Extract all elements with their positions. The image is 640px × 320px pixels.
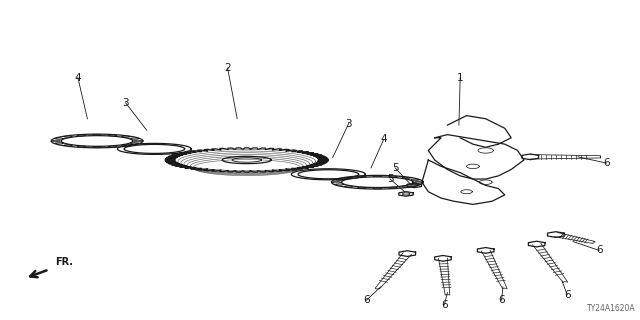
Text: 4: 4 — [74, 73, 81, 83]
Text: 6: 6 — [604, 158, 610, 168]
Text: 5: 5 — [392, 163, 399, 173]
Text: FR.: FR. — [56, 257, 74, 267]
Text: 1: 1 — [457, 73, 463, 83]
Text: 6: 6 — [564, 290, 570, 300]
Text: 6: 6 — [441, 300, 447, 310]
Text: 6: 6 — [499, 295, 505, 305]
Text: 5: 5 — [387, 174, 394, 184]
Text: 4: 4 — [380, 134, 387, 144]
Text: 6: 6 — [596, 245, 602, 255]
Text: TY24A1620A: TY24A1620A — [587, 304, 636, 313]
Text: 6: 6 — [364, 295, 370, 305]
Text: 3: 3 — [346, 118, 352, 129]
Text: 2: 2 — [224, 63, 231, 73]
Text: 3: 3 — [122, 98, 129, 108]
